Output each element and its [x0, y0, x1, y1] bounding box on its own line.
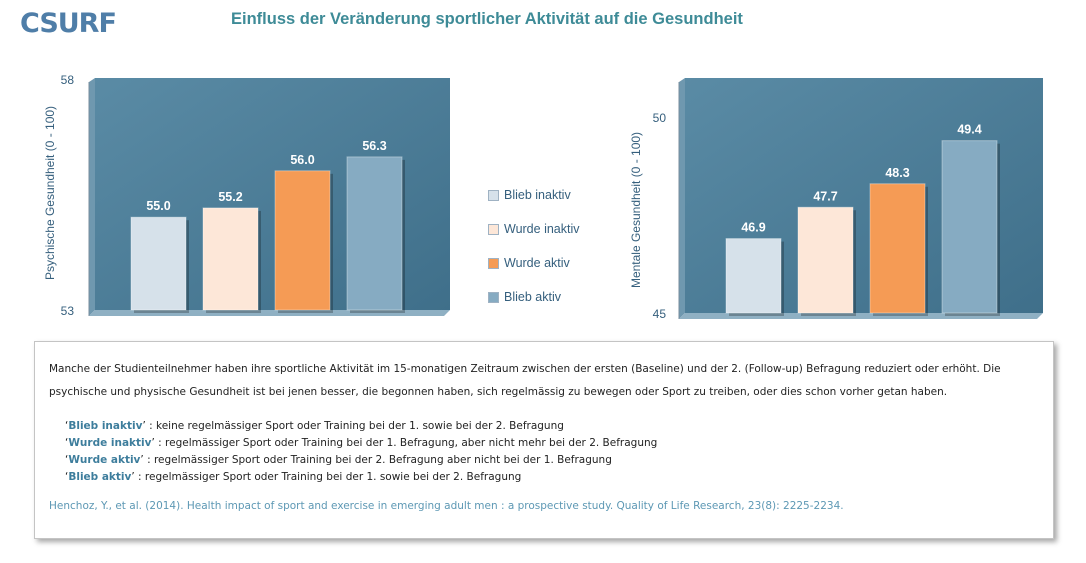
- legend-item-wurde-inaktiv: Wurde inaktiv: [488, 212, 580, 246]
- bar-wurde-inaktiv-1: [202, 207, 259, 311]
- plot-floor-1: [89, 310, 450, 316]
- charts-canvas: 58 53 Psychische Gesundheit (0 - 100) 55.0 5…: [43, 73, 1043, 321]
- description-box: Manche der Studienteilnehmer haben ihre …: [34, 341, 1054, 539]
- description-paragraph: Manche der Studienteilnehmer haben ihre …: [49, 363, 1001, 398]
- legend-label: Wurde inaktiv: [504, 222, 580, 236]
- y-tick-label-2: 45: [653, 307, 667, 321]
- data-label-1: 55.0: [146, 199, 170, 213]
- legend-swatch-wurde-inaktiv: [488, 223, 499, 235]
- legend-item-wurde-aktiv: Wurde aktiv: [488, 246, 580, 280]
- chart-legend: Blieb inaktiv Wurde inaktiv Wurde aktiv …: [488, 178, 580, 314]
- quote-open: ‘: [65, 420, 69, 432]
- definition-key: Blieb aktiv: [68, 471, 132, 483]
- data-label-2: 48.3: [885, 166, 909, 180]
- bar-wurde-aktiv-2: [869, 183, 926, 314]
- bar-blieb-aktiv-1: [346, 156, 403, 311]
- definition-key: Wurde aktiv: [68, 454, 141, 466]
- data-label-2: 47.7: [813, 189, 837, 203]
- legend-swatch-wurde-aktiv: [488, 257, 499, 269]
- bar-wurde-aktiv-1: [274, 170, 331, 311]
- data-label-2: 46.9: [741, 221, 765, 235]
- legend-label: Blieb aktiv: [504, 290, 561, 304]
- definition-item: ‘Blieb aktiv’ : regelmässiger Sport oder…: [65, 469, 657, 486]
- bar-blieb-aktiv-2: [941, 140, 998, 314]
- legend-label: Wurde aktiv: [504, 256, 570, 270]
- legend-swatch-blieb-inaktiv: [488, 189, 499, 201]
- definition-text: ’ : regelmässiger Sport oder Training be…: [140, 454, 612, 466]
- bar-blieb-inaktiv-2: [725, 238, 782, 314]
- definition-text: ’ : regelmässiger Sport oder Training be…: [131, 471, 522, 483]
- y-tick-label-2: 50: [653, 111, 667, 125]
- reference-citation: Henchoz, Y., et al. (2014). Health impac…: [49, 500, 844, 512]
- definition-item: ‘Blieb inaktiv’ : keine regelmässiger Sp…: [65, 418, 657, 435]
- quote-open: ‘: [65, 437, 69, 449]
- y-axis-label-2: Mentale Gesundheit (0 - 100): [629, 132, 643, 288]
- definition-item: ‘Wurde inaktiv’ : regelmässiger Sport od…: [65, 435, 657, 452]
- page-title: Einfluss der Veränderung sportlicher Akt…: [231, 10, 743, 28]
- bar-wurde-inaktiv-2: [797, 206, 854, 314]
- plot-side-wall-2: [679, 78, 685, 319]
- plot-floor-2: [679, 313, 1043, 319]
- legend-swatch-blieb-aktiv: [488, 291, 499, 303]
- y-tick-label-1: 53: [61, 304, 75, 318]
- data-label-1: 56.0: [290, 153, 314, 167]
- legend-item-blieb-inaktiv: Blieb inaktiv: [488, 178, 580, 212]
- definition-text: ’ : regelmässiger Sport oder Training be…: [151, 437, 658, 449]
- y-tick-label-1: 58: [61, 73, 75, 87]
- definition-text: ’ : keine regelmässiger Sport oder Train…: [142, 420, 564, 432]
- data-label-1: 56.3: [362, 139, 386, 153]
- quote-open: ‘: [65, 471, 69, 483]
- data-label-2: 49.4: [957, 123, 981, 137]
- definition-key: Blieb inaktiv: [68, 420, 143, 432]
- definition-item: ‘Wurde aktiv’ : regelmässiger Sport oder…: [65, 452, 657, 469]
- plot-side-wall-1: [89, 78, 95, 316]
- definitions-list: ‘Blieb inaktiv’ : keine regelmässiger Sp…: [65, 418, 657, 486]
- definition-key: Wurde inaktiv: [68, 437, 152, 449]
- legend-item-blieb-aktiv: Blieb aktiv: [488, 280, 580, 314]
- csurf-logo: CSURF: [20, 8, 117, 39]
- quote-open: ‘: [65, 454, 69, 466]
- legend-label: Blieb inaktiv: [504, 188, 571, 202]
- data-label-1: 55.2: [218, 190, 242, 204]
- y-axis-label-1: Psychische Gesundheit (0 - 100): [43, 106, 57, 280]
- bar-blieb-inaktiv-1: [130, 216, 187, 311]
